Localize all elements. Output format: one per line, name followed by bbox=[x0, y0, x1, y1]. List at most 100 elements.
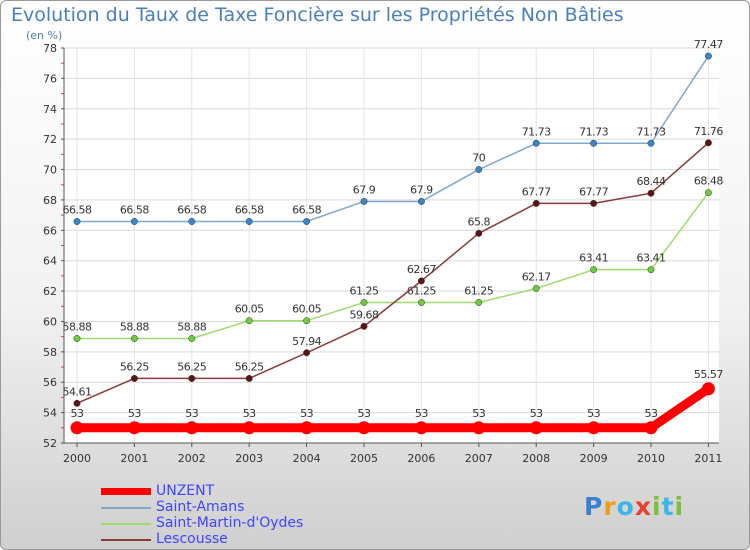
y-tick-label: 62 bbox=[43, 285, 57, 298]
data-point bbox=[590, 139, 598, 147]
data-label: 77.47 bbox=[694, 38, 723, 51]
data-label: 53 bbox=[530, 407, 543, 420]
data-label: 60.05 bbox=[235, 303, 264, 316]
data-point bbox=[303, 218, 311, 225]
data-point bbox=[130, 218, 138, 225]
y-tick-label: 78 bbox=[43, 42, 57, 55]
data-point bbox=[303, 317, 311, 325]
data-label: 56.25 bbox=[235, 360, 264, 373]
data-label: 67.77 bbox=[579, 185, 608, 198]
y-tick-label: 54 bbox=[43, 407, 57, 420]
data-label: 71.73 bbox=[522, 125, 551, 138]
y-tick-label: 72 bbox=[43, 133, 57, 146]
data-label: 53 bbox=[71, 407, 84, 420]
x-tick-label: 2005 bbox=[350, 452, 378, 465]
data-label: 67.77 bbox=[522, 185, 551, 198]
data-label: 53 bbox=[128, 407, 141, 420]
data-label: 62.17 bbox=[522, 270, 551, 283]
data-point bbox=[647, 189, 655, 197]
data-label: 55.57 bbox=[694, 368, 723, 381]
data-label: 58.88 bbox=[120, 320, 149, 333]
data-label: 70 bbox=[472, 152, 485, 165]
data-label: 67.9 bbox=[353, 183, 376, 196]
chart-title: Evolution du Taux de Taxe Foncière sur l… bbox=[11, 4, 624, 26]
x-tick-label: 2009 bbox=[580, 452, 608, 465]
logo-letter: P bbox=[584, 492, 604, 521]
data-label: 65.8 bbox=[468, 215, 491, 228]
legend-label: UNZENT bbox=[156, 483, 215, 499]
data-label: 59.68 bbox=[350, 308, 379, 321]
data-label: 53 bbox=[645, 407, 658, 420]
data-label: 53 bbox=[243, 407, 256, 420]
x-tick-label: 2011 bbox=[694, 452, 722, 465]
data-label: 53 bbox=[358, 407, 371, 420]
data-point bbox=[475, 166, 483, 173]
data-label: 68.44 bbox=[637, 175, 666, 188]
data-label: 71.73 bbox=[579, 125, 608, 138]
data-point bbox=[475, 299, 483, 306]
data-label: 71.73 bbox=[637, 125, 666, 138]
x-tick-label: 2008 bbox=[522, 452, 550, 465]
series-line bbox=[76, 191, 710, 340]
data-point bbox=[590, 199, 598, 207]
y-tick-label: 70 bbox=[43, 164, 57, 177]
data-point bbox=[417, 197, 425, 205]
data-label: 63.41 bbox=[579, 252, 608, 265]
legend-label: Lescousse bbox=[156, 531, 228, 547]
data-label: 61.25 bbox=[350, 284, 379, 297]
data-point bbox=[70, 421, 84, 435]
data-point bbox=[188, 218, 196, 225]
data-point bbox=[644, 421, 658, 435]
proxiti-logo: Proxiti bbox=[584, 492, 684, 521]
y-tick-label: 58 bbox=[43, 346, 57, 359]
data-label: 53 bbox=[300, 407, 313, 420]
legend-label: Saint-Martin-d'Oydes bbox=[156, 515, 304, 531]
data-point bbox=[414, 421, 428, 435]
data-point bbox=[360, 299, 368, 306]
data-point bbox=[590, 266, 598, 274]
data-point bbox=[360, 322, 368, 330]
series-line bbox=[72, 384, 713, 433]
legend-swatch bbox=[101, 507, 151, 509]
y-tick-label: 56 bbox=[43, 376, 57, 389]
data-point bbox=[73, 335, 81, 342]
data-point bbox=[245, 317, 253, 325]
data-point bbox=[357, 421, 371, 435]
data-point bbox=[704, 52, 712, 60]
x-tick-label: 2006 bbox=[407, 452, 435, 465]
data-point bbox=[532, 285, 540, 292]
data-point bbox=[532, 199, 540, 207]
logo-letter: i bbox=[652, 492, 662, 521]
data-label: 58.88 bbox=[63, 320, 92, 333]
data-point bbox=[245, 218, 253, 225]
data-point bbox=[130, 374, 138, 382]
data-label: 63.41 bbox=[637, 252, 666, 265]
data-label: 53 bbox=[415, 407, 428, 420]
data-point bbox=[245, 374, 253, 382]
unit-label: (en %) bbox=[26, 29, 63, 42]
data-point bbox=[532, 139, 540, 147]
data-label: 54.61 bbox=[63, 385, 92, 398]
data-point bbox=[647, 139, 655, 147]
series-line bbox=[76, 142, 710, 405]
logo-letter: r bbox=[603, 492, 617, 521]
legend-swatch bbox=[101, 539, 151, 541]
y-tick-label: 68 bbox=[43, 194, 57, 207]
data-point bbox=[417, 277, 425, 285]
data-label: 66.58 bbox=[63, 203, 92, 216]
data-label: 66.58 bbox=[177, 203, 206, 216]
data-point bbox=[300, 421, 314, 435]
data-point bbox=[130, 335, 138, 342]
data-point bbox=[303, 349, 311, 357]
data-point bbox=[417, 299, 425, 306]
data-label: 71.76 bbox=[694, 125, 723, 138]
data-label: 66.58 bbox=[120, 203, 149, 216]
data-point bbox=[185, 421, 199, 435]
y-tick-label: 60 bbox=[43, 315, 57, 328]
data-point bbox=[188, 335, 196, 342]
data-label: 57.94 bbox=[292, 335, 321, 348]
x-tick-label: 2002 bbox=[178, 452, 206, 465]
data-label: 53 bbox=[185, 407, 198, 420]
y-tick-label: 66 bbox=[43, 224, 57, 237]
